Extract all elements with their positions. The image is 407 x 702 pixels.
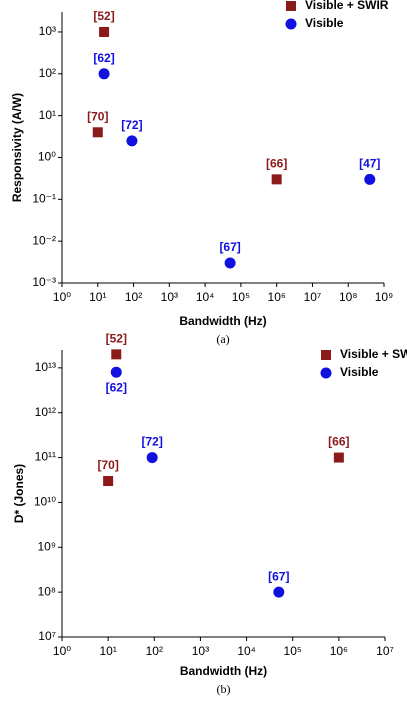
- point-label: [62]: [106, 380, 127, 394]
- y-tick-label: 10¹⁰: [34, 495, 56, 509]
- legend-label: Visible: [305, 16, 344, 30]
- x-axis-label: Bandwidth (Hz): [179, 314, 266, 328]
- y-tick-label: 10³: [39, 24, 56, 38]
- y-tick-label: 10¹³: [35, 360, 56, 374]
- x-tick-label: 10⁶: [330, 644, 348, 658]
- caption: (a): [216, 332, 229, 346]
- y-tick-label: 10⁻²: [32, 233, 56, 247]
- x-tick-label: 10²: [146, 644, 163, 658]
- marker: [110, 366, 122, 378]
- x-tick-label: 10⁵: [284, 644, 302, 658]
- x-tick-label: 10¹: [99, 644, 116, 658]
- y-tick-label: 10¹¹: [35, 450, 56, 464]
- legend-marker: [286, 1, 296, 11]
- marker: [103, 476, 114, 487]
- y-tick-label: 10⁸: [38, 584, 56, 598]
- x-tick-label: 10⁷: [376, 644, 394, 658]
- point-label: [72]: [142, 435, 163, 449]
- y-tick-label: 10¹²: [35, 405, 56, 419]
- point-label: [66]: [266, 157, 287, 171]
- chart: 10⁰ 10¹ 10² 10³ 10⁴ 10⁵ 10⁶ 10⁷ 10⁸ 10⁹ 10⁻³ 10⁻² 10…: [10, 0, 393, 346]
- x-tick-label: 10⁴: [196, 290, 215, 304]
- x-tick-label: 10⁰: [53, 644, 71, 658]
- legend-marker: [320, 367, 332, 379]
- caption: (b): [217, 682, 231, 696]
- point-label: [67]: [268, 569, 289, 583]
- legend-marker: [285, 18, 297, 30]
- marker: [271, 174, 282, 185]
- marker: [92, 127, 103, 138]
- legend-label: Visible + SWIR: [340, 347, 407, 361]
- marker: [273, 586, 285, 598]
- x-tick-label: 10³: [192, 644, 209, 658]
- x-tick-label: 10⁷: [304, 290, 322, 304]
- x-axis-label: Bandwidth (Hz): [180, 664, 267, 678]
- legend-marker: [321, 350, 331, 360]
- marker: [111, 349, 122, 360]
- x-tick-label: 10¹: [89, 290, 106, 304]
- marker: [126, 135, 138, 147]
- y-tick-label: 10²: [39, 66, 56, 80]
- chart: 10⁰ 10¹ 10² 10³ 10⁴ 10⁵ 10⁶ 10⁷ 10⁷ 10⁸ 10⁹ 10¹⁰ 10¹…: [12, 332, 407, 696]
- marker: [224, 257, 236, 269]
- x-tick-label: 10³: [161, 290, 178, 304]
- marker: [333, 452, 344, 463]
- y-tick-label: 10⁻³: [32, 275, 56, 289]
- y-axis-label: Responsivity (A/W): [10, 93, 24, 202]
- y-tick-label: 10⁻¹: [32, 191, 56, 205]
- point-label: [67]: [219, 240, 240, 254]
- legend-label: Visible + SWIR: [305, 0, 389, 12]
- marker: [364, 173, 376, 185]
- legend-label: Visible: [340, 365, 379, 379]
- x-tick-label: 10⁹: [375, 290, 394, 304]
- marker: [99, 26, 110, 37]
- y-tick-label: 10⁹: [38, 539, 57, 553]
- point-label: [70]: [87, 109, 108, 123]
- y-tick-label: 10¹: [39, 108, 56, 122]
- x-tick-label: 10²: [125, 290, 142, 304]
- marker: [98, 68, 110, 80]
- y-tick-label: 10⁷: [38, 629, 56, 643]
- y-tick-label: 10⁰: [38, 150, 56, 164]
- point-label: [47]: [359, 157, 380, 171]
- point-label: [70]: [97, 458, 118, 472]
- x-tick-label: 10⁰: [53, 290, 71, 304]
- point-label: [52]: [93, 9, 114, 23]
- x-tick-label: 10⁴: [237, 644, 256, 658]
- x-tick-label: 10⁸: [339, 290, 357, 304]
- x-tick-label: 10⁵: [232, 290, 250, 304]
- point-label: [62]: [93, 51, 114, 65]
- marker: [146, 452, 158, 464]
- point-label: [72]: [121, 118, 142, 132]
- x-tick-label: 10⁶: [268, 290, 286, 304]
- point-label: [52]: [106, 332, 127, 346]
- y-axis-label: D* (Jones): [12, 464, 26, 523]
- point-label: [66]: [328, 435, 349, 449]
